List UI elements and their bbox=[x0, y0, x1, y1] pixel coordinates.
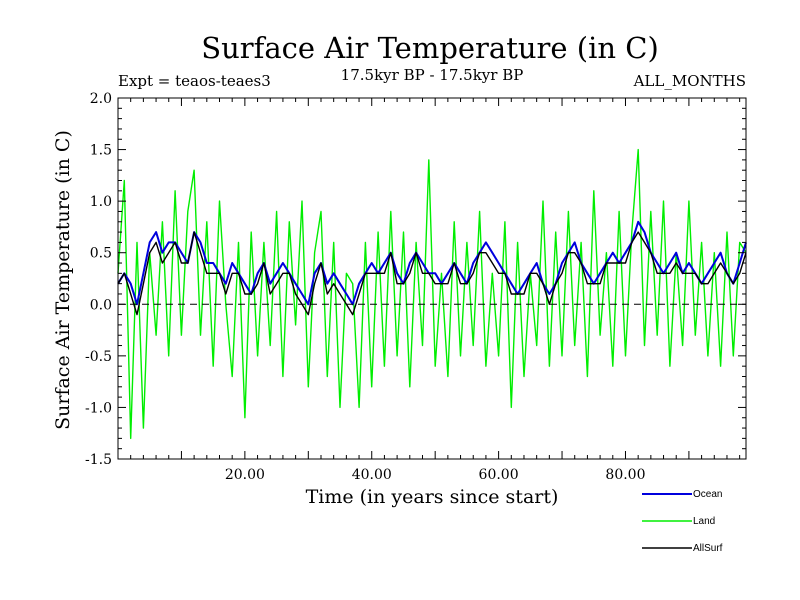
y-axis-label: Surface Air Temperature (in C) bbox=[52, 130, 74, 430]
x-tick-label: 80.00 bbox=[605, 467, 645, 483]
legend-label-land: Land bbox=[693, 516, 715, 527]
y-tick-label: 1.5 bbox=[90, 143, 112, 159]
y-tick-label: -1.5 bbox=[85, 452, 112, 468]
plot-frame bbox=[117, 97, 747, 460]
legend-label-allsurf: AllSurf bbox=[693, 543, 723, 554]
chart-title: Surface Air Temperature (in C) bbox=[201, 31, 659, 65]
series-layer bbox=[117, 148, 747, 440]
period-label: 17.5kyr BP - 17.5kyr BP bbox=[341, 66, 524, 84]
y-tick-label: 2.0 bbox=[90, 91, 112, 107]
legend-label-ocean: Ocean bbox=[693, 489, 722, 500]
y-tick-label: -1.0 bbox=[85, 400, 112, 416]
months-label: ALL_MONTHS bbox=[633, 72, 746, 90]
x-axis-label: Time (in years since start) bbox=[306, 486, 559, 508]
experiment-label: Expt = teaos-teaes3 bbox=[118, 72, 271, 90]
legend: Ocean Land AllSurf bbox=[642, 489, 723, 554]
y-tick-label: -0.5 bbox=[85, 349, 112, 365]
y-tick-label: 1.0 bbox=[90, 194, 112, 210]
x-tick-label: 20.00 bbox=[225, 467, 265, 483]
y-tick-label: 0.5 bbox=[90, 246, 112, 262]
y-tick-label: 0.0 bbox=[90, 297, 112, 313]
series-line-ocean bbox=[117, 220, 747, 306]
x-tick-label: 40.00 bbox=[352, 467, 392, 483]
x-tick-label: 60.00 bbox=[479, 467, 519, 483]
axis-layer: 20.00 40.00 60.00 80.00 -1.5 -1.0 -0.5 0.0 0.5 1.… bbox=[85, 91, 747, 483]
series-line-allsurf bbox=[117, 231, 747, 316]
series-line-land bbox=[117, 148, 747, 440]
